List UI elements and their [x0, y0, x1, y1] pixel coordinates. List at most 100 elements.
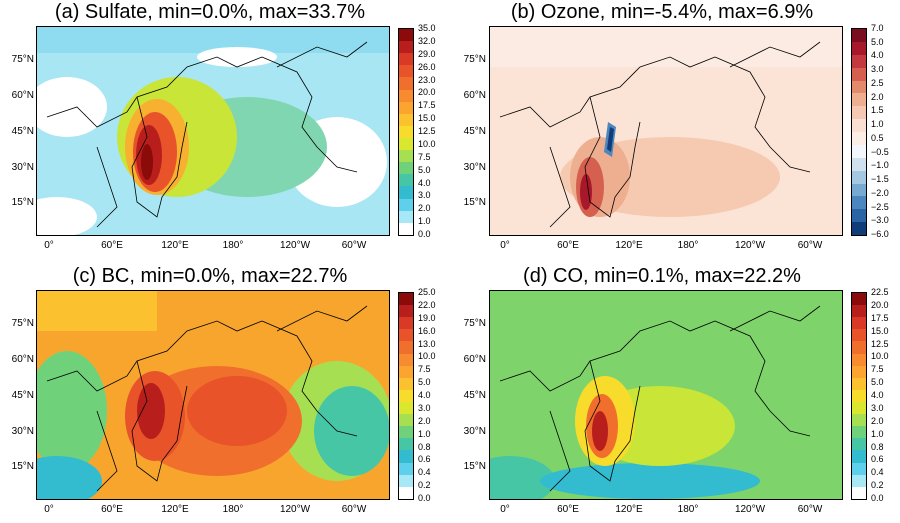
- colorbar-tick-label: 2.0: [871, 415, 884, 426]
- lon-label: 0°: [44, 504, 54, 515]
- colorbar: [398, 292, 414, 500]
- colorbar-segment: [852, 93, 866, 107]
- panel-title: (b) Ozone, min=-5.4%, max=6.9%: [510, 1, 814, 23]
- colorbar-segment: [852, 183, 866, 197]
- lon-label: 180°: [222, 240, 244, 251]
- colorbar-tick-label: −1.0: [871, 160, 889, 171]
- colorbar-segment: [399, 222, 413, 235]
- lat-label: 75°N: [11, 54, 34, 65]
- colorbar-tick-label: 5.0: [871, 377, 884, 388]
- colorbar-tick-label: 10.0: [871, 351, 889, 362]
- colorbar-segment: [399, 186, 413, 199]
- colorbar: [851, 28, 867, 236]
- lon-label: 60°W: [797, 240, 823, 251]
- colorbar-segment: [852, 170, 866, 184]
- colorbar-segment: [399, 450, 413, 463]
- panel-sulfate: (a) Sulfate, min=0.0%, max=33.7% 75°N: [0, 0, 440, 258]
- colorbar-segment: [399, 150, 413, 163]
- lat-label: 30°N: [463, 162, 486, 173]
- colorbar-segment: [399, 438, 413, 451]
- colorbar-tick-label: 15.0: [871, 325, 889, 336]
- lon-label: 120°E: [161, 240, 189, 251]
- lon-label: 60°W: [797, 504, 823, 515]
- lat-label: 30°N: [11, 426, 34, 437]
- lon-label: 0°: [500, 504, 510, 515]
- colorbar-segment: [399, 341, 413, 354]
- colorbar-segment: [852, 462, 866, 475]
- lat-label: 15°N: [463, 461, 486, 472]
- colorbar-segment: [852, 196, 866, 210]
- colorbar-segment: [399, 174, 413, 187]
- colorbar-tick-label: 0.5: [871, 132, 884, 143]
- lon-label: 60°E: [557, 504, 579, 515]
- colorbar-segment: [399, 41, 413, 54]
- colorbar: [851, 292, 867, 500]
- colorbar-tick-label: 1.0: [871, 428, 884, 439]
- colorbar-tick-label: 0.6: [871, 454, 884, 465]
- colorbar-tick-label: 5.0: [871, 36, 884, 47]
- colorbar-segment: [399, 29, 413, 42]
- colorbar-tick-label: 2.0: [418, 203, 431, 214]
- colorbar-segment: [852, 157, 866, 171]
- colorbar-segment: [852, 119, 866, 132]
- colorbar-tick-label: 17.5: [871, 312, 889, 323]
- colorbar-tick-label: 26.0: [418, 61, 436, 72]
- colorbar-segment: [852, 54, 866, 68]
- lon-label: 60°E: [557, 240, 579, 251]
- colorbar-tick-label: 20.0: [871, 299, 889, 310]
- colorbar-tick-label: 2.0: [418, 415, 431, 426]
- colorbar-tick-label: 0.4: [871, 467, 884, 478]
- colorbar-tick-label: 13.0: [418, 338, 436, 349]
- colorbar-segment: [399, 113, 413, 126]
- colorbar-segment: [852, 144, 866, 158]
- colorbar-tick-label: 3.0: [418, 190, 431, 201]
- lon-label: 60°W: [341, 504, 367, 515]
- colorbar-tick-label: 10.0: [418, 351, 436, 362]
- colorbar-tick-label: 1.0: [871, 119, 884, 130]
- colorbar-tick-label: 0.8: [418, 441, 431, 452]
- colorbar-tick-label: 16.0: [418, 325, 436, 336]
- colorbar-segment: [399, 137, 413, 151]
- colorbar-segment: [852, 80, 866, 94]
- lon-label: 120°E: [161, 504, 189, 515]
- colorbar-segment: [399, 210, 413, 223]
- lon-label: 120°E: [615, 240, 643, 251]
- colorbar-tick-label: −0.5: [871, 146, 889, 157]
- colorbar-segment: [399, 317, 413, 330]
- colorbar-segment: [399, 474, 413, 487]
- colorbar-tick-label: 22.0: [418, 299, 436, 310]
- colorbar-segment: [399, 426, 413, 439]
- colorbar-segment: [399, 162, 413, 175]
- colorbar-tick-label: 10.0: [418, 138, 436, 149]
- colorbar-segment: [399, 486, 413, 499]
- colorbar-segment: [399, 65, 413, 78]
- lat-label: 45°N: [11, 126, 34, 137]
- colorbar-tick-label: 0.0: [871, 493, 884, 503]
- colorbar-tick-label: 3.0: [871, 402, 884, 413]
- lat-label: 60°N: [11, 90, 34, 101]
- colorbar-segment: [852, 209, 866, 223]
- colorbar-tick-label: 0.0: [418, 229, 431, 239]
- colorbar-segment: [399, 293, 413, 306]
- colorbar-tick-label: 0.4: [418, 467, 431, 478]
- colorbar-tick-label: 0.6: [418, 454, 431, 465]
- colorbar-tick-label: 4.0: [418, 390, 431, 400]
- lon-label: 120°W: [279, 504, 311, 515]
- lon-label: 180°: [677, 504, 699, 515]
- map-area: [36, 26, 390, 236]
- colorbar-tick-label: 12.5: [871, 338, 889, 349]
- colorbar-segment: [399, 353, 413, 366]
- colorbar-segment: [399, 77, 413, 90]
- colorbar-segment: [852, 353, 866, 366]
- colorbar-tick-label: 25.0: [418, 287, 436, 297]
- colorbar-segment: [852, 438, 866, 451]
- colorbar-segment: [399, 401, 413, 415]
- colorbar-tick-label: 1.0: [418, 428, 431, 439]
- colorbar-tick-label: 0.8: [871, 441, 884, 452]
- colorbar-tick-label: 2.0: [871, 91, 884, 102]
- colorbar-segment: [852, 293, 866, 306]
- colorbar-tick-label: 7.5: [418, 151, 431, 162]
- colorbar-segment: [399, 198, 413, 211]
- lat-label: 15°N: [463, 197, 486, 208]
- lon-label: 120°E: [615, 504, 643, 515]
